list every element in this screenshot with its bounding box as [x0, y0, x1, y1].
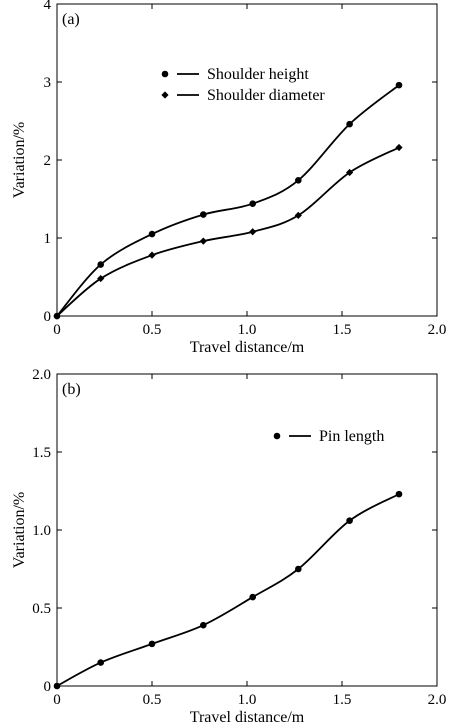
- x-tick-label: 1.5: [333, 322, 352, 338]
- y-axis-label: Variation/%: [11, 492, 28, 568]
- legend-marker: [273, 432, 281, 440]
- data-point: [346, 517, 353, 524]
- x-tick-label: 2.0: [428, 692, 447, 708]
- x-axis-label: Travel distance/m: [190, 709, 305, 726]
- x-tick-label: 1.0: [238, 322, 257, 338]
- legend-entry: Shoulder diameter: [161, 87, 325, 104]
- data-point: [97, 274, 105, 283]
- data-point: [148, 640, 156, 648]
- legend-label: Shoulder diameter: [207, 87, 325, 104]
- plot-frame: [56, 3, 438, 317]
- y-tick-label: 0.5: [32, 601, 51, 617]
- data-point: [395, 490, 403, 498]
- data-point: [199, 237, 207, 245]
- y-tick-label: 3: [44, 75, 52, 91]
- plot-frame: [56, 373, 438, 687]
- x-tick-label: 0: [53, 692, 61, 708]
- data-point: [53, 312, 61, 320]
- series-line: [56, 84, 400, 317]
- y-tick-label: 0: [44, 309, 52, 325]
- data-point: [249, 593, 256, 601]
- legend-entry: Pin length: [273, 428, 384, 445]
- data-point: [200, 621, 207, 629]
- y-tick-label: 0: [44, 679, 52, 695]
- x-axis-label: Travel distance/m: [190, 339, 305, 356]
- chart-panel-a: 0 0.5 1.0 1.5 2.0 0 1 2 3 4 Travel distance/m Varia…: [11, 0, 446, 356]
- x-tick-label: 0: [53, 322, 61, 338]
- y-tick-label: 1: [44, 231, 52, 247]
- data-point: [294, 211, 302, 219]
- legend-label: Pin length: [319, 428, 384, 445]
- x-tick-label: 2.0: [428, 322, 447, 338]
- series-pin-length: [53, 490, 403, 690]
- data-point: [148, 251, 156, 259]
- data-point: [97, 261, 104, 268]
- y-axis-label: Variation/%: [11, 122, 28, 198]
- x-tick-label: 1.0: [238, 692, 257, 708]
- chart-panel-b: 0 0.5 1.0 1.5 2.0 0 0.5 1.0 1.5 2.0 Travel distanc…: [11, 367, 446, 726]
- y-tick-label: 2.0: [32, 367, 51, 383]
- series-line: [56, 493, 400, 687]
- panel-label: (a): [62, 11, 80, 28]
- legend-marker: [161, 70, 169, 78]
- data-point: [295, 176, 302, 184]
- legend-label: Shoulder height: [207, 66, 309, 83]
- data-point: [346, 168, 354, 177]
- x-tick-label: 1.5: [333, 692, 352, 708]
- series-line: [56, 146, 400, 317]
- data-point: [249, 200, 256, 207]
- legend-marker: [161, 91, 169, 99]
- x-tick-label: 0.5: [143, 692, 162, 708]
- y-tick-label: 1.5: [32, 445, 51, 461]
- data-point: [148, 230, 156, 238]
- legend-entry: Shoulder height: [161, 66, 309, 83]
- y-tick-label: 2: [44, 153, 52, 169]
- y-tick-label: 1.0: [32, 523, 51, 539]
- data-point: [97, 659, 104, 666]
- series-shoulder-height: [53, 81, 403, 320]
- data-point: [395, 143, 403, 152]
- data-point: [249, 228, 257, 236]
- data-point: [200, 211, 207, 218]
- y-tick-label: 4: [44, 0, 52, 13]
- series-shoulder-diameter: [53, 143, 403, 320]
- data-point: [295, 565, 302, 573]
- data-point: [395, 81, 403, 89]
- data-point: [53, 682, 61, 690]
- panel-label: (b): [62, 381, 81, 398]
- data-point: [346, 120, 353, 128]
- x-tick-label: 0.5: [143, 322, 162, 338]
